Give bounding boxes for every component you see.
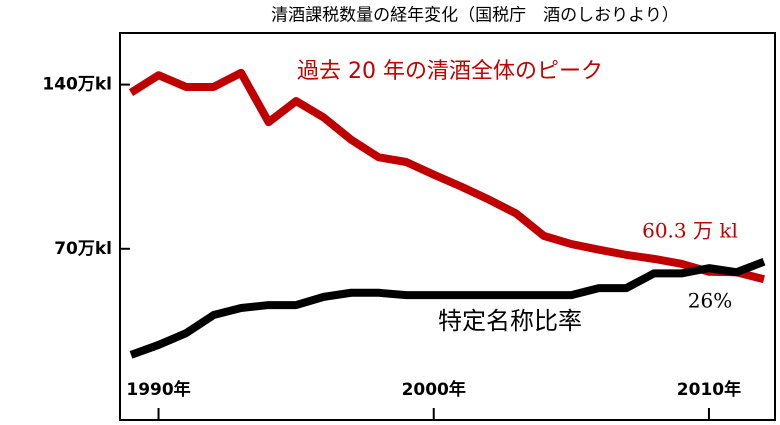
chart-title: 清酒課税数量の経年変化（国税庁 酒のしおりより）	[271, 6, 679, 26]
y-tick-label: 140万kl	[42, 75, 112, 95]
legend-label: 特定名称比率	[438, 307, 582, 335]
y-tick-label: 70万kl	[54, 239, 112, 259]
x-tick-label: 2000年	[402, 379, 466, 400]
annotation: 26%	[688, 289, 732, 313]
data-line	[129, 257, 766, 359]
plot-frame	[119, 32, 776, 421]
x-tick-label: 1990年	[126, 379, 190, 400]
x-tick-label: 2010年	[677, 379, 741, 400]
data-line	[128, 68, 765, 284]
annotation: 60.3 万 kl	[642, 219, 738, 243]
annotation: 過去 20 年の清酒全体のピーク	[297, 59, 603, 84]
